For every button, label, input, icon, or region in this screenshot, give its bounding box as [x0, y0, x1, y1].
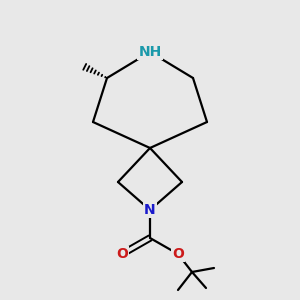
Text: O: O — [172, 247, 184, 261]
Text: O: O — [116, 247, 128, 261]
Text: N: N — [144, 203, 156, 217]
Text: NH: NH — [138, 45, 162, 59]
